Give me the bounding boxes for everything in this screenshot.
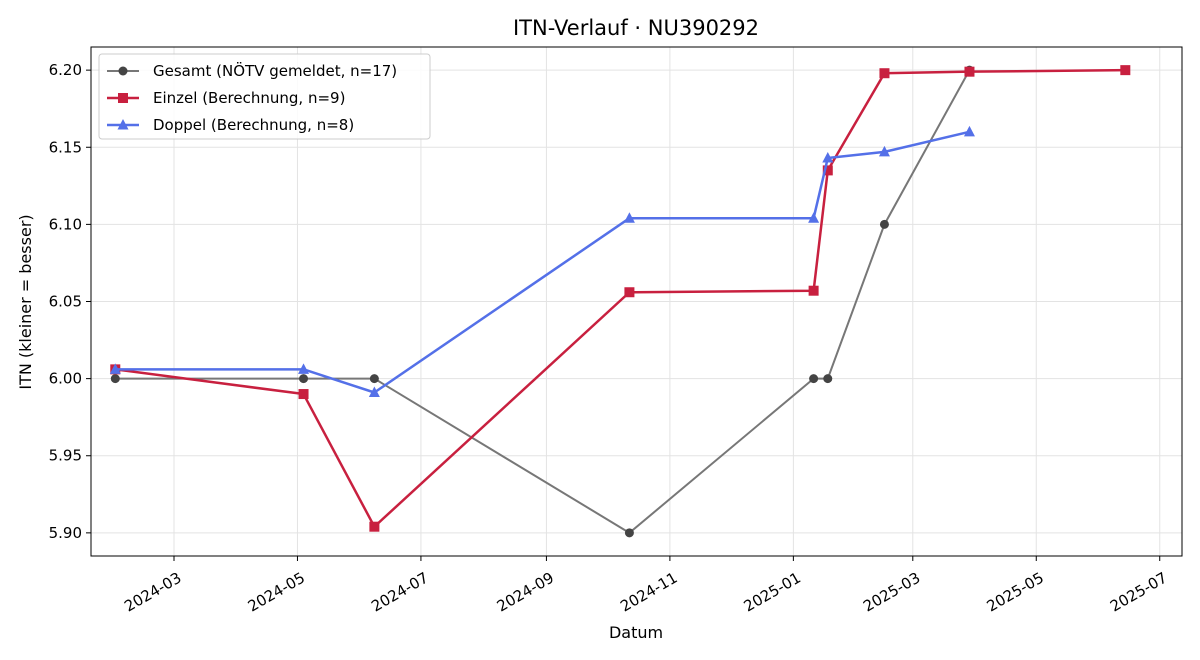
data-point	[879, 68, 890, 79]
data-point	[298, 363, 310, 374]
series-line	[115, 130, 970, 394]
data-point	[624, 528, 634, 538]
data-point	[822, 165, 833, 176]
x-axis-label: Datum	[609, 623, 663, 642]
y-tick-label: 5.95	[49, 447, 82, 465]
data-point	[369, 521, 380, 532]
y-tick-label: 6.15	[49, 138, 82, 156]
y-tick-label: 6.00	[49, 370, 82, 388]
data-point	[808, 285, 819, 296]
legend: Gesamt (NÖTV gemeldet, n=17) Einzel (Bere…	[98, 53, 431, 140]
y-tick-label: 6.20	[49, 61, 82, 79]
legend-marker	[118, 66, 128, 76]
data-point	[878, 145, 890, 157]
legend-item: Einzel (Berechnung, n=9)	[107, 89, 345, 107]
series-layer	[109, 65, 1131, 538]
data-point	[1120, 65, 1131, 76]
legend-marker	[118, 93, 128, 103]
data-point	[624, 287, 635, 298]
data-point	[823, 374, 833, 384]
data-point	[809, 374, 819, 384]
legend-marker	[117, 119, 129, 130]
data-point	[109, 363, 121, 374]
data-point	[623, 212, 635, 223]
data-point	[368, 386, 380, 398]
y-tick-label: 6.10	[49, 215, 82, 233]
legend-box	[98, 53, 431, 140]
data-point	[963, 125, 975, 137]
legend-label: Gesamt (NÖTV gemeldet, n=17)	[153, 61, 397, 80]
legend-item: Gesamt (NÖTV gemeldet, n=17)	[107, 61, 397, 80]
legend-item: Doppel (Berechnung, n=8)	[107, 116, 354, 134]
series-line	[115, 69, 971, 534]
data-point	[299, 374, 309, 384]
series-triangle	[109, 125, 975, 398]
data-point	[964, 66, 975, 77]
legend-label: Einzel (Berechnung, n=9)	[153, 89, 345, 107]
data-point	[808, 212, 820, 223]
data-point	[879, 219, 889, 229]
series-circle	[110, 65, 974, 538]
chart-title: ITN-Verlauf · NU390292	[513, 16, 759, 40]
data-point	[822, 152, 834, 163]
data-point	[369, 374, 379, 384]
y-tick-label: 5.90	[49, 524, 82, 542]
data-point	[110, 374, 120, 384]
data-point	[298, 389, 309, 400]
legend-label: Doppel (Berechnung, n=8)	[153, 116, 354, 134]
y-axis-label: ITN (kleiner = besser)	[16, 214, 35, 389]
y-tick-label: 6.05	[49, 293, 82, 311]
